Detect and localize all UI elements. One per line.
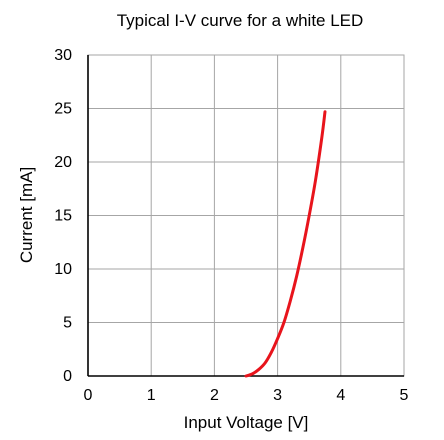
y-tick-label: 20 [54, 154, 72, 171]
x-tick-label: 5 [400, 387, 409, 404]
y-tick-label: 5 [63, 315, 72, 332]
x-axis-label: Input Voltage [V] [184, 413, 309, 432]
y-tick-label: 10 [54, 261, 72, 278]
series-line-led-current [244, 110, 327, 378]
series-layer [244, 110, 327, 378]
y-tick-label: 15 [54, 208, 72, 225]
y-tick-label: 0 [63, 368, 72, 385]
chart-title: Typical I-V curve for a white LED [117, 11, 364, 30]
x-tick-label: 1 [147, 387, 156, 404]
y-axis-label: Current [mA] [17, 167, 36, 263]
y-tick-label: 25 [54, 101, 72, 118]
grid [88, 55, 404, 376]
y-tick-label: 30 [54, 47, 72, 64]
x-tick-label: 0 [84, 387, 93, 404]
x-tick-label: 3 [273, 387, 282, 404]
tick-labels: 0 1 2 3 4 5 0 5 10 15 20 25 30 [54, 47, 408, 404]
x-tick-label: 2 [210, 387, 219, 404]
x-tick-label: 4 [336, 387, 345, 404]
